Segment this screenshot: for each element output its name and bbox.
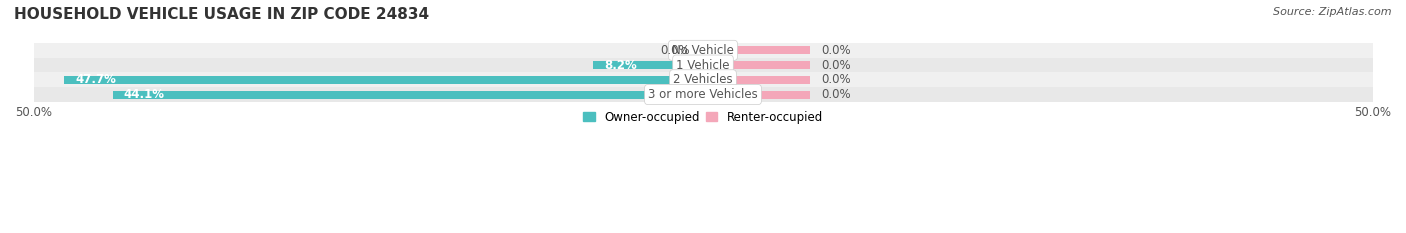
Text: 47.7%: 47.7% [75, 73, 115, 86]
Bar [703, 61, 810, 69]
Bar [34, 43, 1372, 58]
Text: 3 or more Vehicles: 3 or more Vehicles [648, 88, 758, 101]
Bar [34, 58, 1372, 72]
Text: 0.0%: 0.0% [821, 73, 851, 86]
Bar [34, 87, 1372, 102]
Bar [34, 72, 1372, 87]
Bar [112, 90, 703, 99]
Text: 0.0%: 0.0% [821, 88, 851, 101]
Bar [593, 61, 703, 69]
Text: No Vehicle: No Vehicle [672, 44, 734, 57]
Bar [703, 90, 810, 99]
Bar [65, 76, 703, 84]
Text: 1 Vehicle: 1 Vehicle [676, 58, 730, 72]
Text: HOUSEHOLD VEHICLE USAGE IN ZIP CODE 24834: HOUSEHOLD VEHICLE USAGE IN ZIP CODE 2483… [14, 7, 429, 22]
Legend: Owner-occupied, Renter-occupied: Owner-occupied, Renter-occupied [578, 106, 828, 128]
Text: 0.0%: 0.0% [821, 58, 851, 72]
Text: 0.0%: 0.0% [821, 44, 851, 57]
Text: 0.0%: 0.0% [659, 44, 689, 57]
Text: 8.2%: 8.2% [605, 58, 637, 72]
Bar [703, 76, 810, 84]
Text: Source: ZipAtlas.com: Source: ZipAtlas.com [1274, 7, 1392, 17]
Text: 44.1%: 44.1% [124, 88, 165, 101]
Bar [703, 46, 810, 54]
Text: 2 Vehicles: 2 Vehicles [673, 73, 733, 86]
